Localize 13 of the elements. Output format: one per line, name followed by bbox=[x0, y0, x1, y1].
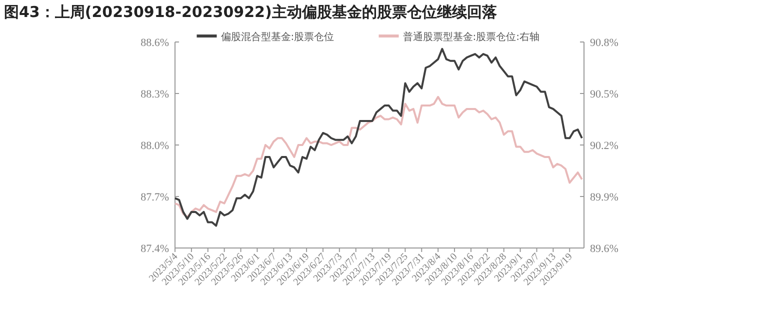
y-tick-label: 88.6% bbox=[140, 37, 169, 49]
chart-title: 图43：上周(20230918-20230922)主动偏股基金的股票仓位继续回落 bbox=[4, 3, 498, 21]
y2-tick-label: 90.8% bbox=[590, 37, 618, 49]
y2-tick-label: 90.2% bbox=[590, 140, 618, 152]
y-tick-label: 87.4% bbox=[140, 243, 169, 255]
y2-tick-label: 90.5% bbox=[590, 88, 618, 100]
legend-label: 偏股混合型基金:股票仓位 bbox=[220, 31, 334, 43]
y-tick-label: 87.7% bbox=[140, 192, 169, 204]
y2-tick-label: 89.9% bbox=[590, 192, 618, 204]
y-tick-label: 88.3% bbox=[140, 88, 169, 100]
legend-label: 普通股票型基金:股票仓位:右轴 bbox=[402, 31, 540, 43]
y-tick-label: 88.0% bbox=[140, 140, 169, 152]
y2-tick-label: 89.6% bbox=[590, 243, 618, 255]
